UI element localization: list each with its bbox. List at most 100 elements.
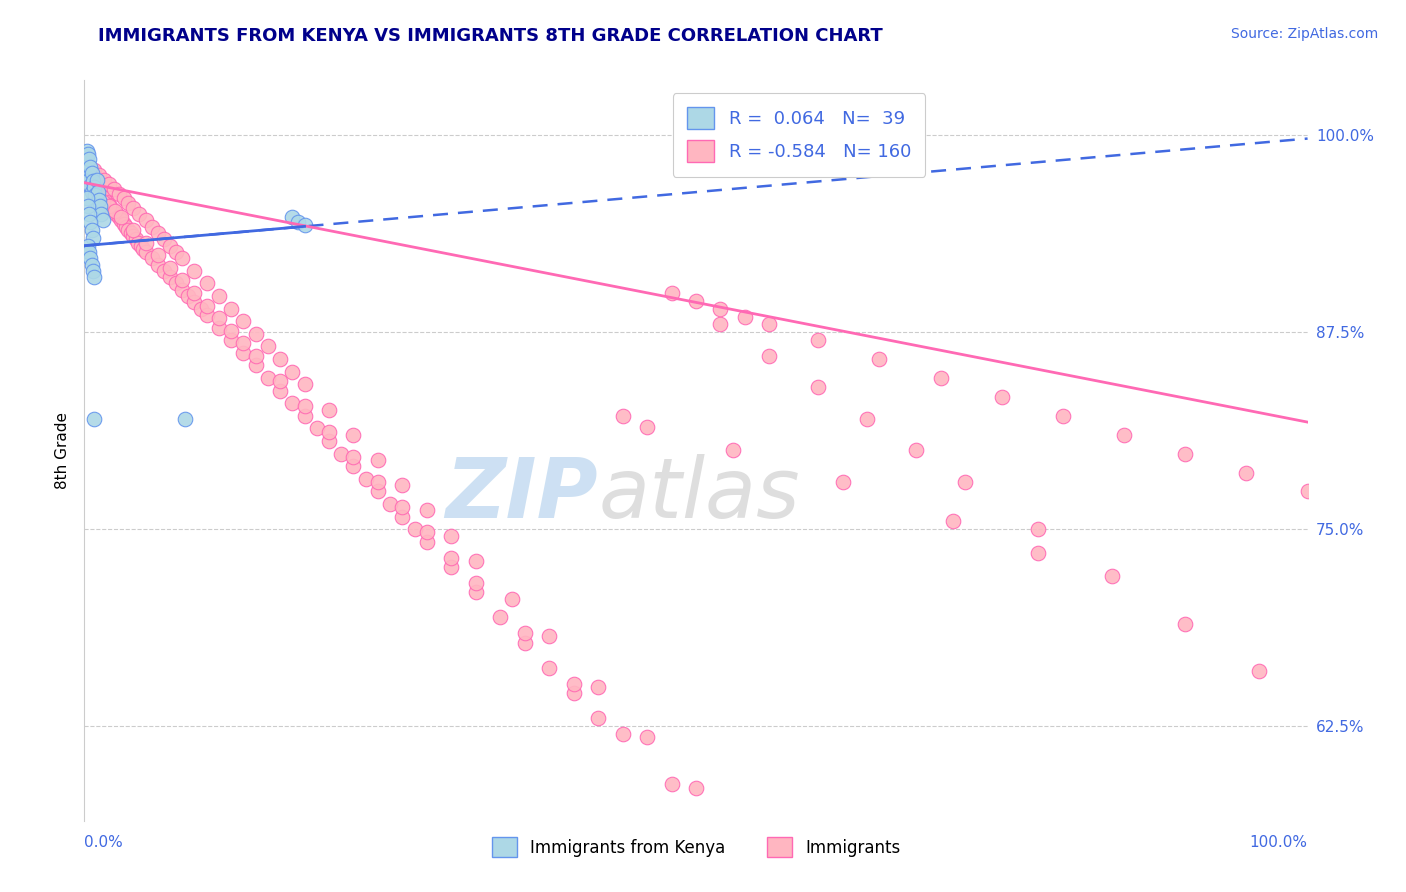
Point <box>342 459 364 474</box>
Point <box>77 152 100 166</box>
Point <box>219 333 242 347</box>
Point <box>208 289 231 303</box>
Point <box>146 258 169 272</box>
Point <box>77 147 100 161</box>
Point <box>709 318 731 332</box>
Point <box>219 301 242 316</box>
Point <box>120 226 142 240</box>
Point <box>83 163 105 178</box>
Point <box>90 188 112 202</box>
Point <box>112 217 135 231</box>
Point <box>232 314 254 328</box>
Point <box>562 686 585 700</box>
Point <box>929 371 952 385</box>
Point <box>80 184 103 198</box>
Point <box>80 223 103 237</box>
Point <box>245 359 267 373</box>
Point <box>165 244 187 259</box>
Point <box>195 308 218 322</box>
Point <box>661 777 683 791</box>
Point <box>636 730 658 744</box>
Point <box>294 409 316 423</box>
Point <box>586 680 609 694</box>
Point <box>122 223 145 237</box>
Point <box>391 478 413 492</box>
Point <box>502 591 524 606</box>
Point <box>86 182 108 196</box>
Point <box>219 324 242 338</box>
Point <box>1101 569 1123 583</box>
Point <box>100 201 122 215</box>
Point <box>80 185 103 199</box>
Point <box>172 283 194 297</box>
Point <box>342 450 364 464</box>
Point <box>135 244 157 259</box>
Point <box>758 349 780 363</box>
Point <box>440 560 463 574</box>
Point <box>87 185 110 199</box>
Point <box>489 610 512 624</box>
Point <box>305 421 328 435</box>
Point <box>513 635 536 649</box>
Point <box>183 285 205 300</box>
Point <box>91 213 114 227</box>
Point <box>77 244 100 259</box>
Point <box>685 780 707 795</box>
Point <box>127 235 149 250</box>
Point <box>89 199 111 213</box>
Point <box>440 550 463 565</box>
Text: 100.0%: 100.0% <box>1250 836 1308 850</box>
Text: ZIP: ZIP <box>446 454 598 535</box>
Point <box>86 194 108 209</box>
Point <box>97 199 120 213</box>
Point <box>1247 664 1270 678</box>
Point <box>1174 616 1197 631</box>
Point <box>354 472 377 486</box>
Point <box>1114 427 1136 442</box>
Point <box>586 711 609 725</box>
Point <box>87 193 110 207</box>
Point <box>1296 484 1319 499</box>
Point <box>107 211 129 225</box>
Point <box>257 371 280 385</box>
Point <box>76 191 98 205</box>
Point <box>84 188 107 202</box>
Point <box>87 185 110 199</box>
Point <box>77 172 100 186</box>
Point <box>208 320 231 334</box>
Y-axis label: 8th Grade: 8th Grade <box>55 412 70 489</box>
Point <box>942 514 965 528</box>
Point <box>513 626 536 640</box>
Point <box>905 443 928 458</box>
Point <box>831 475 853 489</box>
Point <box>612 727 634 741</box>
Point <box>208 311 231 326</box>
Point <box>281 396 304 410</box>
Point <box>86 188 108 202</box>
Point <box>153 264 176 278</box>
Point <box>612 409 634 423</box>
Point <box>112 191 135 205</box>
Point <box>79 160 101 174</box>
Point <box>287 215 309 229</box>
Point <box>76 168 98 182</box>
Point <box>103 182 125 196</box>
Point <box>190 301 212 316</box>
Point <box>172 252 194 266</box>
Point <box>165 277 187 291</box>
Point <box>79 252 101 266</box>
Point <box>86 172 108 186</box>
Point <box>117 196 139 211</box>
Point <box>141 252 163 266</box>
Text: IMMIGRANTS FROM KENYA VS IMMIGRANTS 8TH GRADE CORRELATION CHART: IMMIGRANTS FROM KENYA VS IMMIGRANTS 8TH … <box>98 27 883 45</box>
Point <box>232 346 254 360</box>
Point <box>177 289 200 303</box>
Point <box>330 447 353 461</box>
Point <box>80 176 103 190</box>
Point <box>104 204 127 219</box>
Point <box>93 172 115 186</box>
Point <box>991 390 1014 404</box>
Point <box>159 238 181 252</box>
Point <box>97 178 120 192</box>
Point <box>1028 522 1050 536</box>
